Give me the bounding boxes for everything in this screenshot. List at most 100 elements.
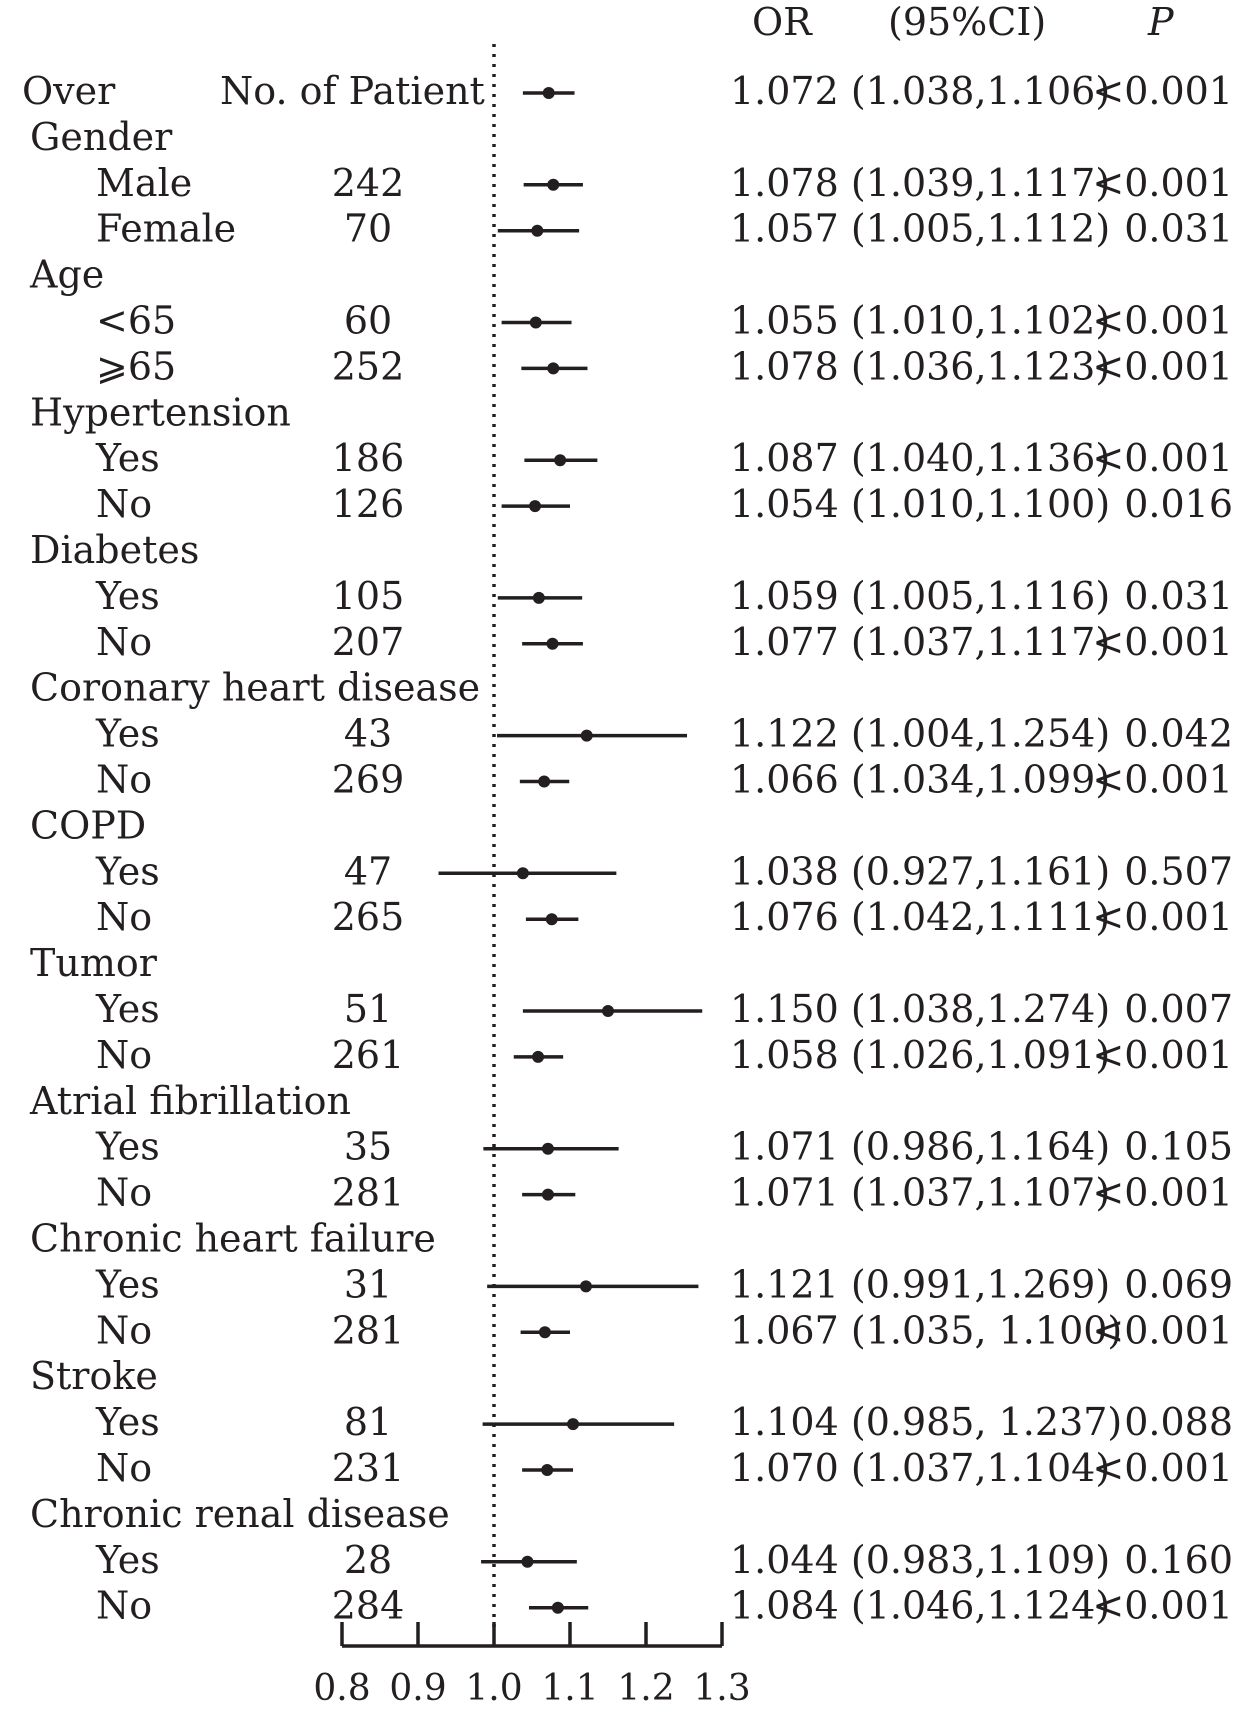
group-label: Hypertension <box>30 390 291 434</box>
or-ci-value: 1.078 (1.036,1.123) <box>730 344 1110 388</box>
patient-count: 81 <box>344 1400 392 1444</box>
row-label: Yes <box>95 987 160 1031</box>
patient-count: 28 <box>344 1538 392 1582</box>
row-label: Over <box>22 69 116 113</box>
or-ci-value: 1.122 (1.004,1.254) <box>730 712 1110 756</box>
p-value: 0.042 <box>1124 712 1233 756</box>
or-point <box>541 1188 554 1201</box>
row-label: No <box>96 758 152 802</box>
subgroup-row: No 269 1.066 (1.034,1.099)<0.001 <box>96 758 1233 802</box>
p-value: 0.031 <box>1124 207 1233 251</box>
group-label: Gender <box>30 115 173 159</box>
p-value: <0.001 <box>1092 161 1233 205</box>
p-value: <0.001 <box>1092 1446 1233 1490</box>
x-tick-label: 0.9 <box>389 1668 446 1709</box>
or-ci-value: 1.077 (1.037,1.117) <box>730 620 1110 664</box>
p-value: <0.001 <box>1092 344 1233 388</box>
subgroup-row: Yes 186 1.087 (1.040,1.136)<0.001 <box>95 436 1233 480</box>
patient-count: 31 <box>344 1262 392 1306</box>
or-ci-value: 1.054 (1.010,1.100) <box>730 482 1110 526</box>
group-label: Coronary heart disease <box>30 666 480 710</box>
ci-header: (95%CI) <box>888 0 1046 44</box>
or-ci-value: 1.059 (1.005,1.116) <box>730 574 1110 618</box>
or-ci-value: 1.076 (1.042,1.111) <box>730 895 1110 939</box>
or-point <box>532 1050 545 1063</box>
or-header: OR <box>752 0 813 44</box>
subgroup-row: Yes 51 1.150 (1.038,1.274) 0.007 <box>95 987 1233 1031</box>
group-header-row: Atrial fibrillation <box>29 1079 351 1123</box>
row-label: No <box>96 1171 152 1215</box>
group-label: Tumor <box>30 941 158 985</box>
group-header-row: Chronic renal disease <box>30 1492 450 1536</box>
row-label: No <box>96 1033 152 1077</box>
row-label: Yes <box>95 574 160 618</box>
patient-count: 70 <box>344 207 392 251</box>
subgroup-row: No 284 1.084 (1.046,1.124)<0.001 <box>96 1584 1233 1628</box>
group-label: Chronic renal disease <box>30 1492 450 1536</box>
or-ci-value: 1.057 (1.005,1.112) <box>730 207 1110 251</box>
patient-count: 35 <box>344 1125 392 1169</box>
group-header-row: Age <box>29 253 104 297</box>
subgroup-row: No 207 1.077 (1.037,1.117)<0.001 <box>96 620 1233 664</box>
subgroup-row: Yes 105 1.059 (1.005,1.116) 0.031 <box>95 574 1233 618</box>
patient-count: 47 <box>344 849 392 893</box>
p-value: 0.016 <box>1124 482 1233 526</box>
or-ci-value: 1.071 (1.037,1.107) <box>730 1171 1110 1215</box>
p-value: <0.001 <box>1092 1033 1233 1077</box>
p-value: 0.069 <box>1124 1262 1233 1306</box>
p-value: 0.007 <box>1124 987 1233 1031</box>
subgroup-row: Yes 81 1.104 (0.985, 1.237) 0.088 <box>95 1400 1233 1444</box>
or-ci-value: 1.071 (0.986,1.164) <box>730 1125 1110 1169</box>
subgroup-row: Female 70 1.057 (1.005,1.112) 0.031 <box>96 207 1233 251</box>
subgroup-row: No 281 1.071 (1.037,1.107)<0.001 <box>96 1171 1233 1215</box>
p-value: <0.001 <box>1092 620 1233 664</box>
group-label: Chronic heart failure <box>30 1217 436 1261</box>
subgroup-row: Male 242 1.078 (1.039,1.117)<0.001 <box>96 161 1233 205</box>
p-value: <0.001 <box>1092 1584 1233 1628</box>
row-label: Male <box>96 161 192 205</box>
patient-count: 186 <box>332 436 405 480</box>
patient-count: 269 <box>332 758 405 802</box>
p-value: 0.105 <box>1124 1125 1233 1169</box>
patient-count: 284 <box>332 1584 405 1628</box>
or-ci-value: 1.084 (1.046,1.124) <box>730 1584 1110 1628</box>
or-ci-value: 1.150 (1.038,1.274) <box>730 987 1110 1031</box>
x-tick-label: 1.1 <box>541 1668 598 1709</box>
or-ci-value: 1.044 (0.983,1.109) <box>730 1538 1110 1582</box>
or-ci-value: 1.070 (1.037,1.104) <box>730 1446 1110 1490</box>
p-value: <0.001 <box>1092 299 1233 343</box>
subgroup-row: No 265 1.076 (1.042,1.111)<0.001 <box>96 895 1233 939</box>
p-value: <0.001 <box>1092 895 1233 939</box>
row-label: Yes <box>95 712 160 756</box>
or-point <box>580 729 593 742</box>
or-ci-value: 1.072 (1.038,1.106) <box>730 69 1110 113</box>
patient-count: 207 <box>332 620 405 664</box>
row-label: ⩾65 <box>96 344 176 388</box>
p-value: <0.001 <box>1092 1171 1233 1215</box>
row-label: Yes <box>95 1125 160 1169</box>
subgroup-row: <65 60 1.055 (1.010,1.102)<0.001 <box>96 299 1233 343</box>
subgroup-row: Yes 47 1.038 (0.927,1.161) 0.507 <box>95 849 1233 893</box>
or-point <box>547 178 560 191</box>
or-ci-value: 1.058 (1.026,1.091) <box>730 1033 1110 1077</box>
or-point <box>516 867 529 880</box>
group-label: Stroke <box>30 1354 158 1398</box>
or-point <box>529 316 542 329</box>
subgroup-row: ⩾65 252 1.078 (1.036,1.123)<0.001 <box>96 344 1233 388</box>
group-label: COPD <box>30 803 146 847</box>
or-point <box>538 775 551 788</box>
or-point <box>532 591 545 604</box>
or-point <box>551 1601 564 1614</box>
p-value: <0.001 <box>1092 69 1233 113</box>
column-headers: OR (95%CI) P No. of Patient <box>220 0 1175 113</box>
or-point <box>546 637 559 650</box>
x-tick-label: 1.3 <box>693 1668 750 1709</box>
row-label: Yes <box>95 1538 160 1582</box>
x-axis: 0.8 0.9 1.0 1.1 1.2 1.3 <box>313 1622 751 1709</box>
or-ci-value: 1.104 (0.985, 1.237) <box>730 1400 1122 1444</box>
patient-count: 261 <box>332 1033 405 1077</box>
group-label: Atrial fibrillation <box>29 1079 351 1123</box>
or-point <box>547 362 560 375</box>
